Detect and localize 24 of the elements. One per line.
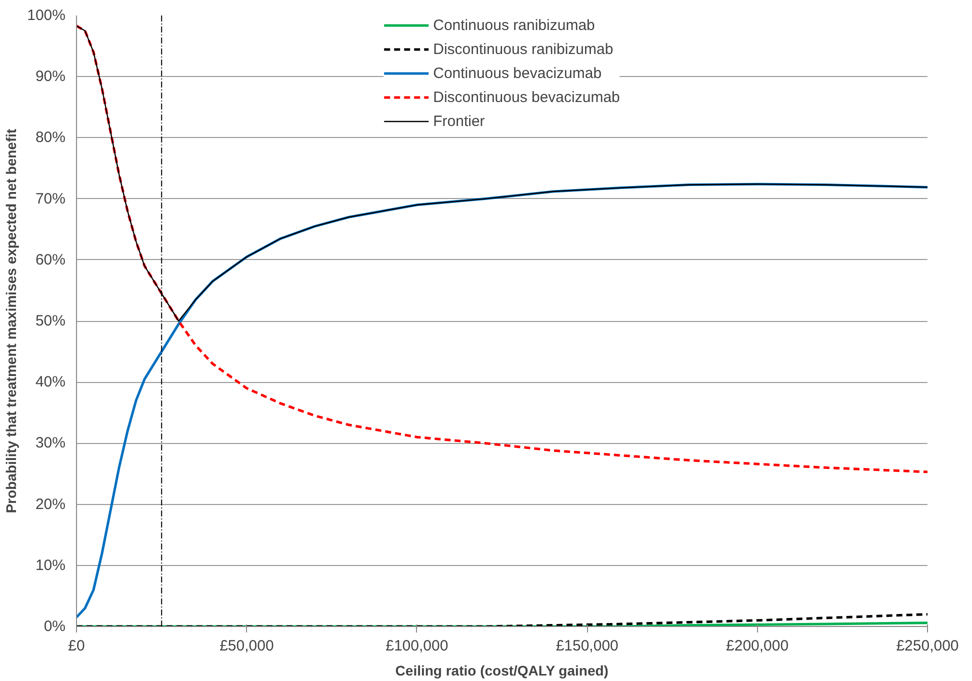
x-tick-label: £200,000 (726, 638, 789, 654)
y-tick-label: 50% (35, 312, 66, 330)
y-tick-label: 20% (35, 496, 66, 513)
y-tick-label: 70% (35, 190, 66, 208)
legend-label: Continuous bevacizumab (433, 64, 602, 82)
y-tick-label: 40% (35, 374, 66, 391)
legend-label: Discontinuous ranibizumab (433, 40, 614, 58)
x-tick-label: £100,000 (386, 638, 448, 654)
x-tick-label: £250,000 (896, 638, 959, 654)
legend-label: Frontier (433, 112, 485, 130)
y-tick-label: 100% (27, 7, 66, 24)
x-tick-label: £50,000 (220, 638, 274, 654)
legend-label: Discontinuous bevacizumab (433, 88, 620, 106)
y-tick-label: 30% (35, 434, 66, 452)
y-tick-label: 80% (35, 129, 66, 146)
y-tick-label: 60% (35, 251, 66, 268)
y-axis-title: Probability that treatment maximises expected net benefit (3, 128, 20, 514)
y-tick-label: 0% (44, 618, 66, 635)
legend-label: Continuous ranibizumab (433, 16, 595, 34)
x-axis-title: Ceiling ratio (cost/QALY gained) (395, 662, 608, 678)
x-tick-label: £0 (68, 638, 85, 654)
y-tick-label: 90% (35, 68, 66, 86)
y-tick-label: 10% (35, 556, 66, 574)
x-tick-label: £150,000 (556, 638, 618, 654)
